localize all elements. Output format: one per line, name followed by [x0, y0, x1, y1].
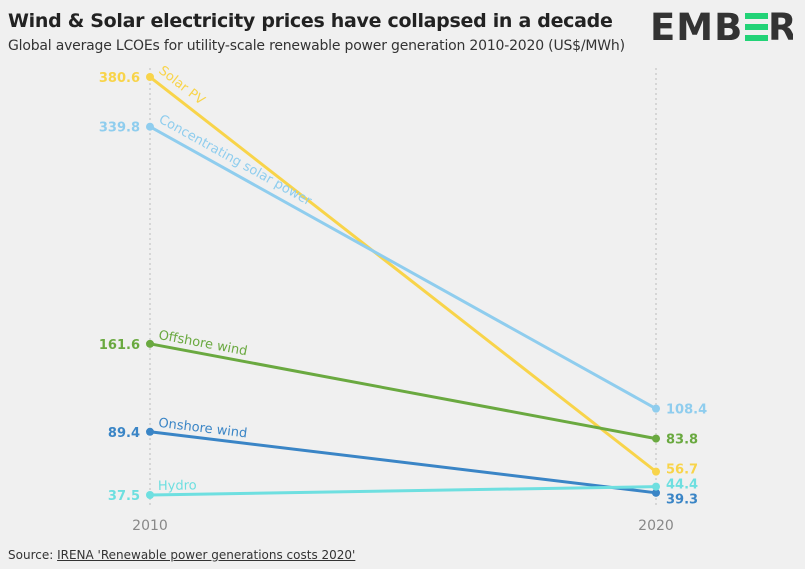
data-label: 89.4: [108, 426, 140, 441]
data-point: [146, 73, 154, 82]
series-line: [149, 125, 657, 410]
series-line: [149, 75, 657, 473]
series-line: [149, 342, 657, 441]
data-point: [652, 467, 660, 476]
series-line: [149, 430, 657, 495]
data-point: [146, 491, 154, 500]
source-link[interactable]: IRENA 'Renewable power generations costs…: [57, 548, 356, 562]
series-line: [149, 485, 657, 497]
source-note: Source: IRENA 'Renewable power generatio…: [8, 548, 355, 562]
source-label: Source:: [8, 548, 58, 562]
chart-title: Wind & Solar electricity prices have col…: [8, 10, 613, 32]
chart-subtitle: Global average LCOEs for utility-scale r…: [8, 38, 625, 54]
series-name-label: Hydro: [158, 478, 197, 494]
data-point: [652, 404, 660, 413]
data-point: [652, 488, 660, 497]
x-tick-label: 2020: [638, 518, 674, 534]
data-label: 44.4: [666, 478, 698, 493]
data-label: 39.3: [666, 493, 698, 508]
svg-text:EMB: EMB: [650, 6, 743, 46]
data-point: [146, 339, 154, 348]
data-point: [146, 427, 154, 436]
svg-text:R: R: [768, 6, 793, 46]
data-label: 83.8: [666, 433, 698, 448]
data-label: 380.6: [99, 71, 140, 86]
data-label: 339.8: [99, 121, 140, 136]
data-label: 37.5: [108, 489, 140, 504]
x-tick-label: 2010: [132, 518, 168, 534]
ember-logo: EMB R: [650, 6, 793, 46]
data-label: 56.7: [666, 463, 698, 478]
data-point: [652, 482, 660, 491]
series-name-label: Concentrating solar power: [156, 112, 314, 209]
data-point: [652, 434, 660, 443]
data-point: [146, 122, 154, 131]
data-label: 161.6: [99, 338, 140, 353]
data-label: 108.4: [666, 403, 707, 418]
